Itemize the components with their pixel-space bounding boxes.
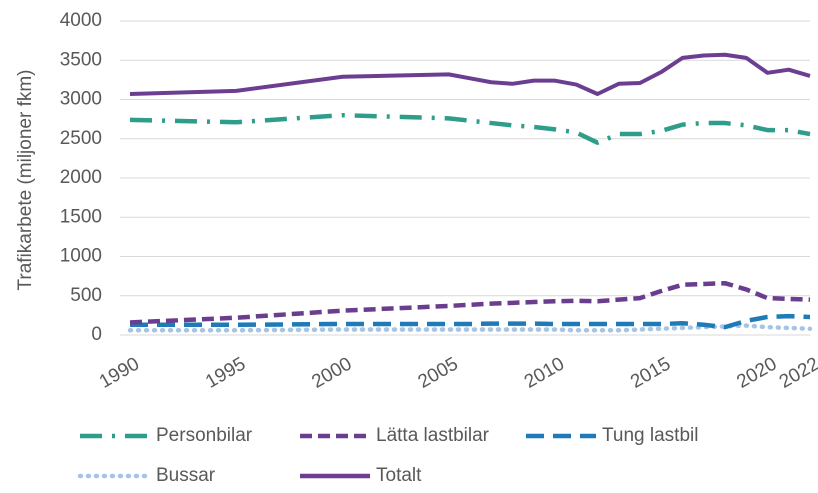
- series-line: [130, 313, 811, 330]
- y-tick-label: 4000: [60, 10, 102, 31]
- y-tick-label: 1000: [60, 246, 102, 267]
- y-tick-label: 2000: [60, 167, 102, 188]
- legend-label: Lätta lastbilar: [376, 425, 490, 446]
- y-axis-label: Trafikarbete (miljoner fkm): [15, 69, 36, 290]
- x-tick-label: 2000: [308, 353, 355, 392]
- legend-label: Totalt: [376, 465, 422, 486]
- y-tick-label: 1500: [60, 206, 102, 227]
- x-tick-label: 2015: [627, 353, 674, 392]
- y-tick-label: 2500: [60, 128, 102, 149]
- x-tick-label: 1995: [202, 353, 249, 392]
- series-line: [129, 52, 811, 97]
- legend-label: Tung lastbil: [602, 425, 698, 446]
- y-tick-label: 3000: [60, 89, 102, 110]
- x-tick-label: 1990: [96, 353, 143, 392]
- series-line: [127, 323, 813, 333]
- x-tick-label: 2022: [776, 353, 818, 392]
- x-tick-label: 2020: [733, 353, 780, 392]
- legend-label: Bussar: [156, 465, 216, 486]
- x-tick-label: 2010: [521, 353, 568, 392]
- series-line: [129, 280, 811, 325]
- y-tick-label: 0: [91, 324, 102, 345]
- series-line: [129, 112, 811, 145]
- y-tick-label: 500: [70, 285, 102, 306]
- y-tick-label: 3500: [60, 49, 102, 70]
- legend-label: Personbilar: [156, 425, 253, 446]
- x-tick-label: 2005: [415, 353, 462, 392]
